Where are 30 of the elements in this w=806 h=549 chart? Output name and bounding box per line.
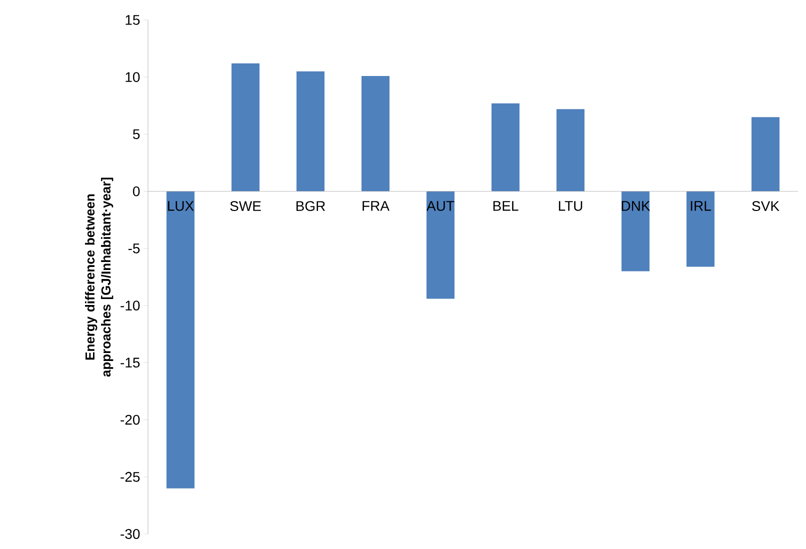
bar [362, 76, 390, 192]
y-tick-label: 10 [126, 72, 140, 82]
bar [686, 191, 715, 267]
x-tick-label: SVK [752, 201, 780, 212]
x-tick-label: FRA [362, 201, 390, 211]
y-tick-label: -30 [120, 529, 140, 539]
y-tick-label: -5 [128, 244, 140, 254]
y-axis-title: Energy difference between approaches [GJ/Inhabitant·year] [85, 178, 114, 377]
x-tick-label: BEL [493, 201, 518, 211]
bar [622, 191, 650, 272]
x-tick-label: BGR [296, 201, 326, 212]
y-tick-label: -10 [120, 300, 140, 311]
y-tick-label: -15 [120, 358, 140, 368]
bar [492, 103, 520, 192]
y-tick-label: 5 [133, 129, 140, 140]
bar [166, 191, 194, 488]
bar [752, 117, 780, 192]
x-tick-label: SWE [230, 201, 261, 212]
y-tick-label: 0 [132, 186, 140, 196]
x-tick-label: LTU [558, 201, 582, 211]
bar [556, 109, 585, 192]
y-tick-label: -20 [120, 414, 140, 425]
y-tick-label: -25 [120, 472, 140, 482]
bar [296, 71, 324, 192]
x-tick-label: LUX [168, 201, 194, 211]
bar [232, 63, 260, 192]
x-tick-label: AUT [426, 201, 454, 211]
x-tick-label: IRL [690, 201, 711, 211]
y-tick-label: 15 [126, 15, 140, 25]
bar [426, 191, 455, 299]
